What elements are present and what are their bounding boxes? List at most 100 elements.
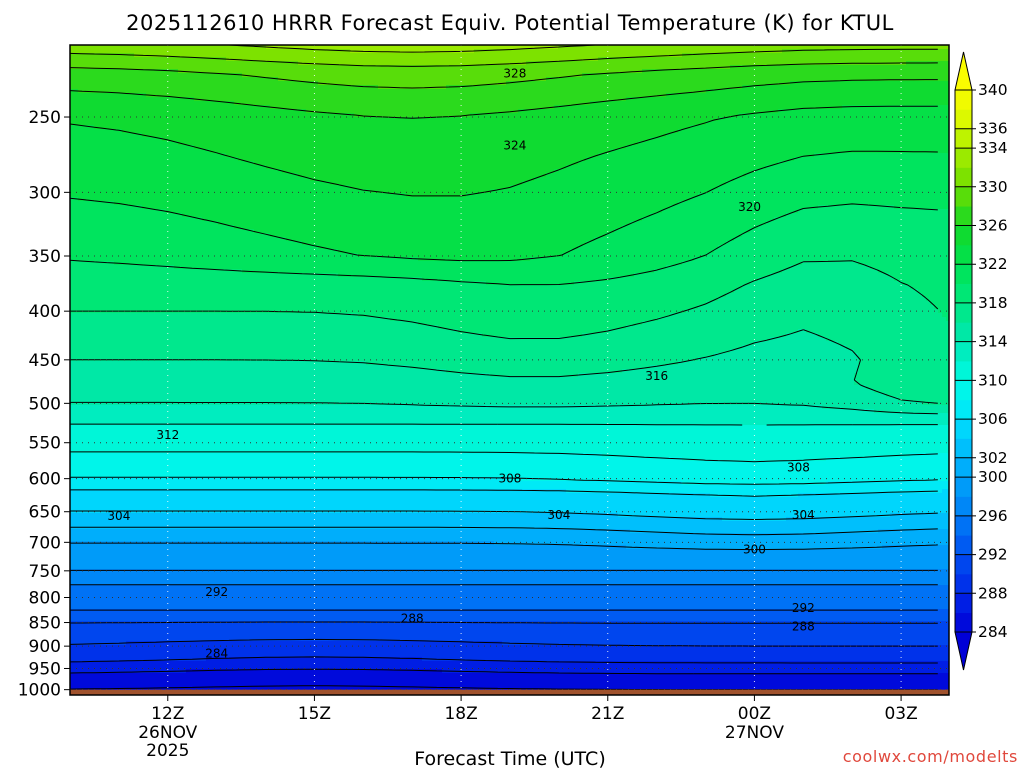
field-cell — [938, 77, 943, 82]
field-cell — [802, 69, 807, 74]
field-cell — [294, 73, 299, 78]
field-cell — [738, 117, 743, 122]
field-cell — [178, 65, 183, 70]
field-cell — [90, 61, 95, 66]
field-cell — [222, 69, 227, 74]
field-cell — [170, 85, 175, 90]
field-cell — [330, 117, 335, 122]
field-cell — [658, 105, 663, 110]
field-cell — [526, 125, 531, 130]
field-cell — [214, 129, 219, 134]
field-cell — [614, 45, 619, 50]
field-cell — [654, 69, 659, 74]
field-cell — [802, 121, 807, 126]
field-cell — [210, 93, 215, 98]
field-cell — [750, 93, 755, 98]
field-cell — [422, 49, 427, 54]
field-cell — [334, 93, 339, 98]
field-cell — [770, 85, 775, 90]
field-cell — [722, 89, 727, 94]
field-cell — [730, 73, 735, 78]
field-cell — [246, 69, 251, 74]
field-cell — [838, 65, 843, 70]
field-cell — [310, 89, 315, 94]
field-cell — [654, 125, 659, 130]
field-cell — [286, 49, 291, 54]
field-cell — [554, 97, 559, 102]
field-cell — [178, 85, 183, 90]
field-cell — [946, 97, 949, 102]
field-cell — [178, 105, 183, 110]
field-cell — [862, 109, 867, 114]
field-cell — [302, 121, 307, 126]
field-cell — [150, 133, 155, 138]
field-cell — [550, 57, 555, 62]
field-cell — [854, 65, 859, 70]
field-cell — [290, 109, 295, 114]
field-cell — [502, 73, 507, 78]
field-cell — [930, 93, 935, 98]
field-cell — [354, 93, 359, 98]
field-cell — [850, 45, 855, 50]
field-cell — [614, 133, 619, 138]
field-cell — [582, 61, 587, 66]
field-cell — [826, 93, 831, 98]
field-cell — [458, 129, 463, 134]
field-cell — [570, 85, 575, 90]
field-cell — [718, 101, 723, 106]
field-cell — [878, 69, 883, 74]
field-cell — [518, 93, 523, 98]
field-cell — [914, 117, 919, 122]
field-cell — [850, 77, 855, 82]
field-cell — [126, 133, 131, 138]
field-cell — [766, 105, 771, 110]
field-cell — [366, 93, 371, 98]
field-cell — [530, 101, 535, 106]
field-cell — [922, 53, 927, 58]
field-cell — [386, 49, 391, 54]
field-cell — [882, 129, 887, 134]
field-cell — [498, 93, 503, 98]
field-cell — [906, 73, 911, 78]
field-cell — [718, 97, 723, 102]
field-cell — [502, 93, 507, 98]
field-cell — [494, 65, 499, 70]
field-cell — [138, 77, 143, 82]
field-cell — [886, 113, 891, 118]
field-cell — [594, 61, 599, 66]
field-cell — [186, 85, 191, 90]
field-cell — [798, 69, 803, 74]
field-cell — [698, 97, 703, 102]
field-cell — [746, 53, 751, 58]
field-cell — [838, 49, 843, 54]
field-cell — [518, 129, 523, 134]
field-cell — [398, 129, 403, 134]
field-cell — [266, 89, 271, 94]
field-cell — [758, 117, 763, 122]
field-cell — [610, 49, 615, 54]
field-cell — [634, 45, 639, 50]
field-cell — [738, 77, 743, 82]
field-cell — [946, 93, 949, 98]
field-cell — [430, 121, 435, 126]
field-cell — [818, 49, 823, 54]
field-cell — [870, 73, 875, 78]
field-cell — [250, 93, 255, 98]
field-cell — [686, 73, 691, 78]
field-cell — [746, 121, 751, 126]
field-cell — [798, 77, 803, 82]
field-cell — [362, 73, 367, 78]
field-cell — [418, 105, 423, 110]
field-cell — [158, 109, 163, 114]
field-cell — [326, 85, 331, 90]
field-cell — [354, 101, 359, 106]
field-cell — [382, 129, 387, 134]
field-cell — [494, 53, 499, 58]
field-cell — [778, 61, 783, 66]
field-cell — [398, 105, 403, 110]
field-cell — [250, 57, 255, 62]
field-cell — [670, 85, 675, 90]
field-cell — [722, 77, 727, 82]
field-cell — [258, 73, 263, 78]
field-cell — [646, 73, 651, 78]
